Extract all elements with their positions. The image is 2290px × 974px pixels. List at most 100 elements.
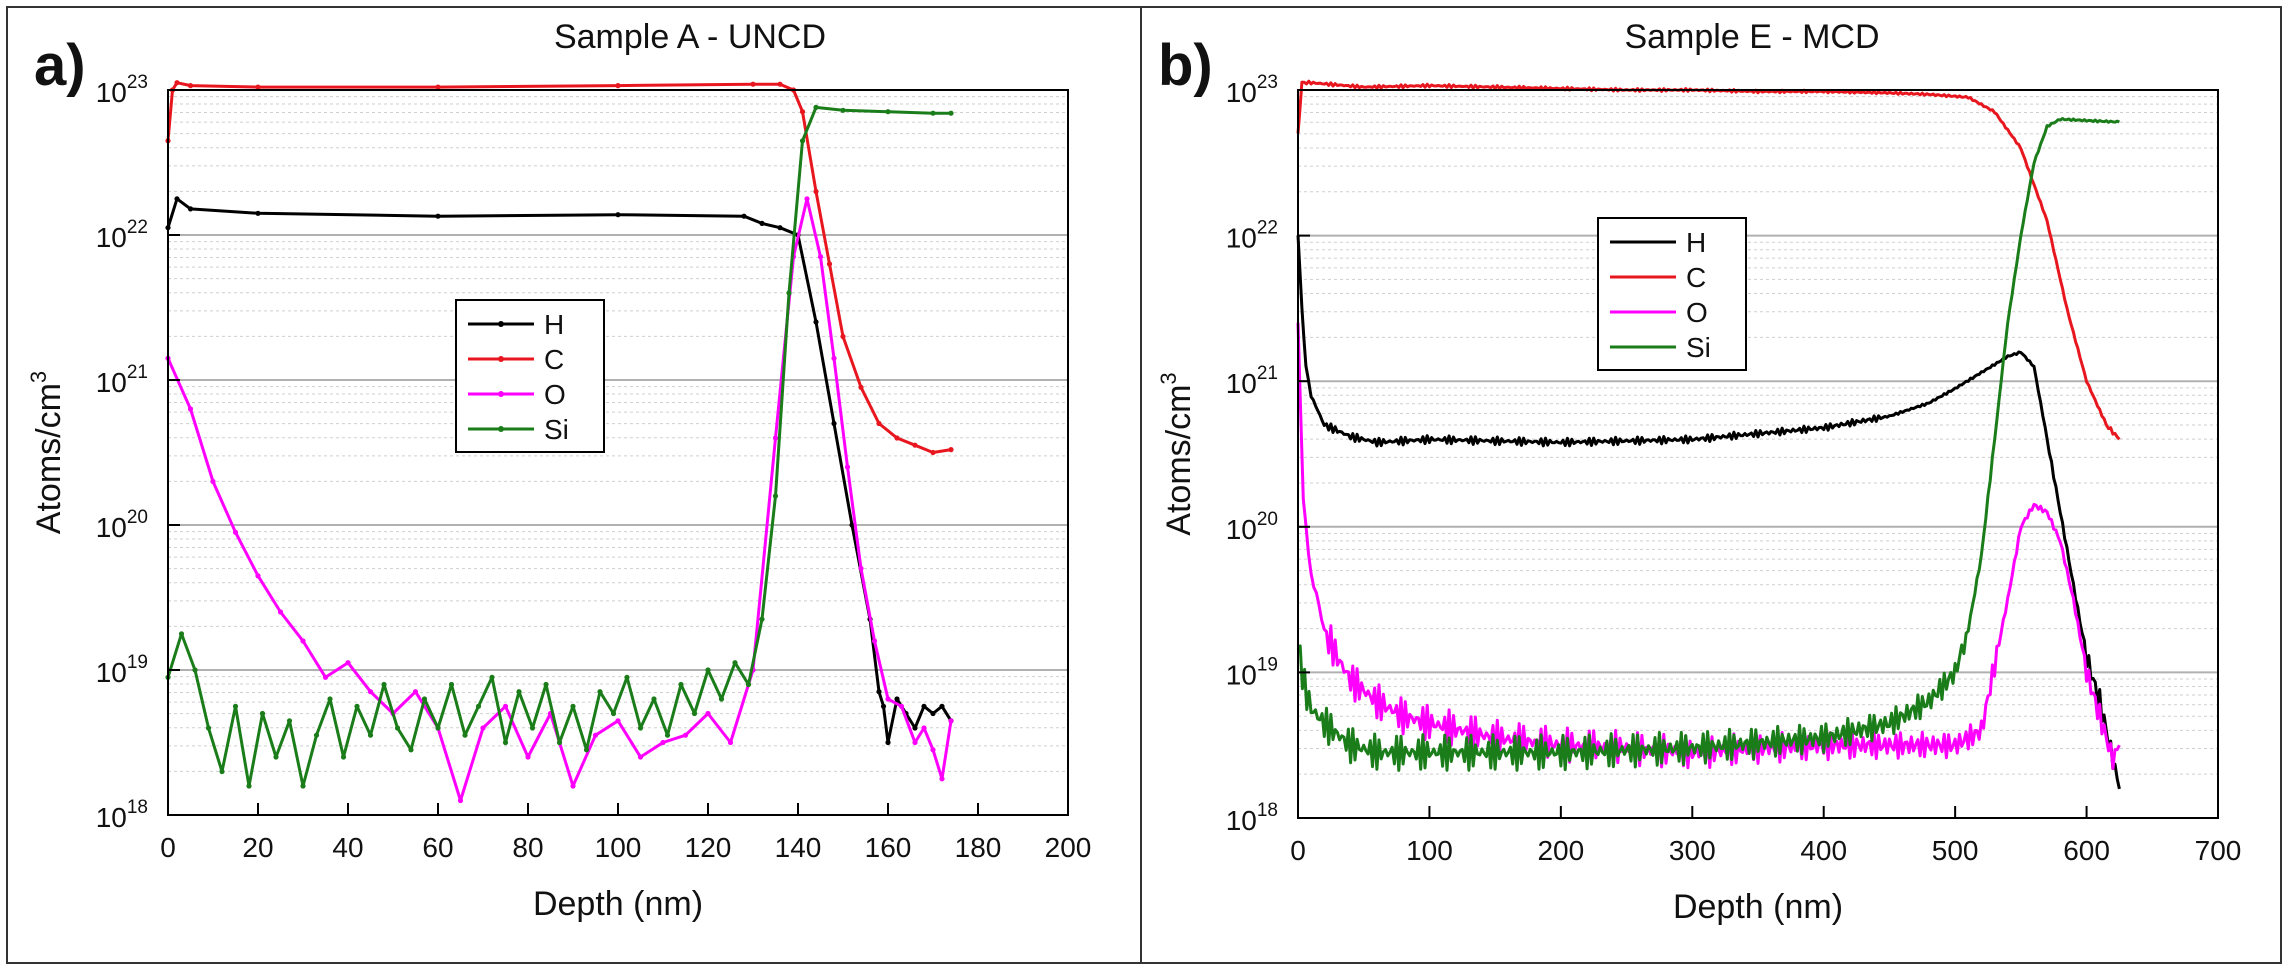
series-Si [1296, 117, 2120, 772]
data-point [187, 406, 194, 412]
data-point [367, 689, 374, 695]
x-tick-label: 100 [1406, 835, 1453, 866]
data-point [871, 638, 878, 644]
data-point [759, 616, 765, 622]
y-tick-label: 1020 [96, 507, 148, 543]
data-point [948, 110, 954, 116]
y-tick-label: 1019 [96, 652, 148, 688]
data-point [246, 783, 252, 789]
data-point [772, 493, 779, 499]
data-point [570, 703, 576, 709]
series-H [1296, 235, 2121, 790]
data-point [232, 529, 239, 535]
data-point [912, 725, 918, 731]
y-tick-label: 1021 [1226, 363, 1278, 399]
panel-a-label: a) [34, 33, 86, 98]
data-point [345, 660, 351, 666]
data-point [741, 213, 747, 219]
legend-label-Si: Si [544, 414, 569, 445]
series-line-C [166, 81, 952, 454]
series-O [165, 196, 954, 804]
data-point [885, 109, 891, 115]
legend-label-C: C [544, 344, 564, 375]
data-point [876, 689, 882, 695]
data-point [921, 725, 927, 731]
data-point [394, 725, 401, 731]
data-point [273, 754, 279, 760]
data-point [727, 739, 734, 746]
data-point [948, 718, 954, 724]
x-tick-label: 160 [865, 832, 912, 863]
data-point [435, 725, 441, 731]
data-point [876, 420, 882, 427]
data-point [583, 747, 590, 753]
data-point [813, 104, 819, 110]
data-point [745, 681, 752, 688]
data-point [367, 732, 374, 738]
data-point [691, 710, 698, 717]
data-point [489, 674, 495, 680]
data-point [930, 710, 936, 717]
data-point [858, 384, 864, 390]
data-point [637, 754, 644, 760]
data-point [556, 739, 563, 746]
data-point [786, 290, 792, 296]
data-point [817, 254, 824, 260]
data-point [210, 478, 216, 485]
y-tick-label: 1022 [1226, 218, 1278, 254]
data-point [813, 188, 819, 195]
data-point [637, 725, 644, 731]
legend-marker [498, 321, 504, 327]
data-point [682, 732, 689, 738]
x-tick-label: 400 [1800, 835, 1847, 866]
x-tick-label: 0 [1290, 835, 1306, 866]
data-point [799, 138, 806, 144]
data-point [759, 220, 765, 226]
x-tick-label: 500 [1932, 835, 1979, 866]
plot-frame [1297, 89, 2219, 819]
x-tick-label: 40 [332, 832, 363, 863]
data-point [174, 196, 180, 202]
legend-marker [498, 391, 504, 397]
data-point [192, 667, 198, 673]
x-tick-label: 180 [955, 832, 1002, 863]
legend-label-Si: Si [1686, 332, 1711, 363]
data-point [480, 725, 486, 731]
y-tick-label: 1020 [1226, 509, 1278, 545]
y-tick-label: 1018 [96, 797, 148, 833]
data-point [205, 725, 212, 731]
data-point [525, 754, 531, 760]
data-point [664, 732, 671, 738]
data-point [777, 81, 783, 87]
x-tick-label: 20 [242, 832, 273, 863]
legend-label-H: H [544, 309, 564, 340]
data-point [894, 435, 900, 441]
x-axis-title: Depth (nm) [533, 885, 703, 923]
data-point [912, 442, 918, 448]
chart-b: 1018 1019 1020 1021 1022 1023 0 100 200 300 400 500… [1156, 72, 2241, 926]
data-point [624, 674, 630, 680]
data-point [457, 797, 464, 804]
data-point [412, 689, 419, 695]
data-point [597, 689, 603, 695]
figure-frame [6, 6, 2282, 964]
x-tick-label: 300 [1669, 835, 1716, 866]
data-point [705, 710, 711, 717]
data-point [174, 80, 180, 86]
data-point [750, 81, 756, 87]
y-tick-label: 1019 [1226, 654, 1278, 690]
data-point [831, 355, 837, 361]
data-point [255, 84, 261, 90]
data-point [255, 210, 261, 216]
legend-label-O: O [1686, 297, 1708, 328]
data-point [300, 638, 306, 644]
data-point [651, 696, 657, 702]
x-tick-label: 0 [160, 832, 176, 863]
x-tick-label: 600 [2063, 835, 2110, 866]
panel-b-title: Sample E - MCD [1624, 18, 1880, 56]
legend-marker [498, 356, 504, 362]
data-point [831, 420, 837, 427]
data-point [930, 747, 936, 753]
y-tick-label: 1023 [96, 72, 148, 108]
